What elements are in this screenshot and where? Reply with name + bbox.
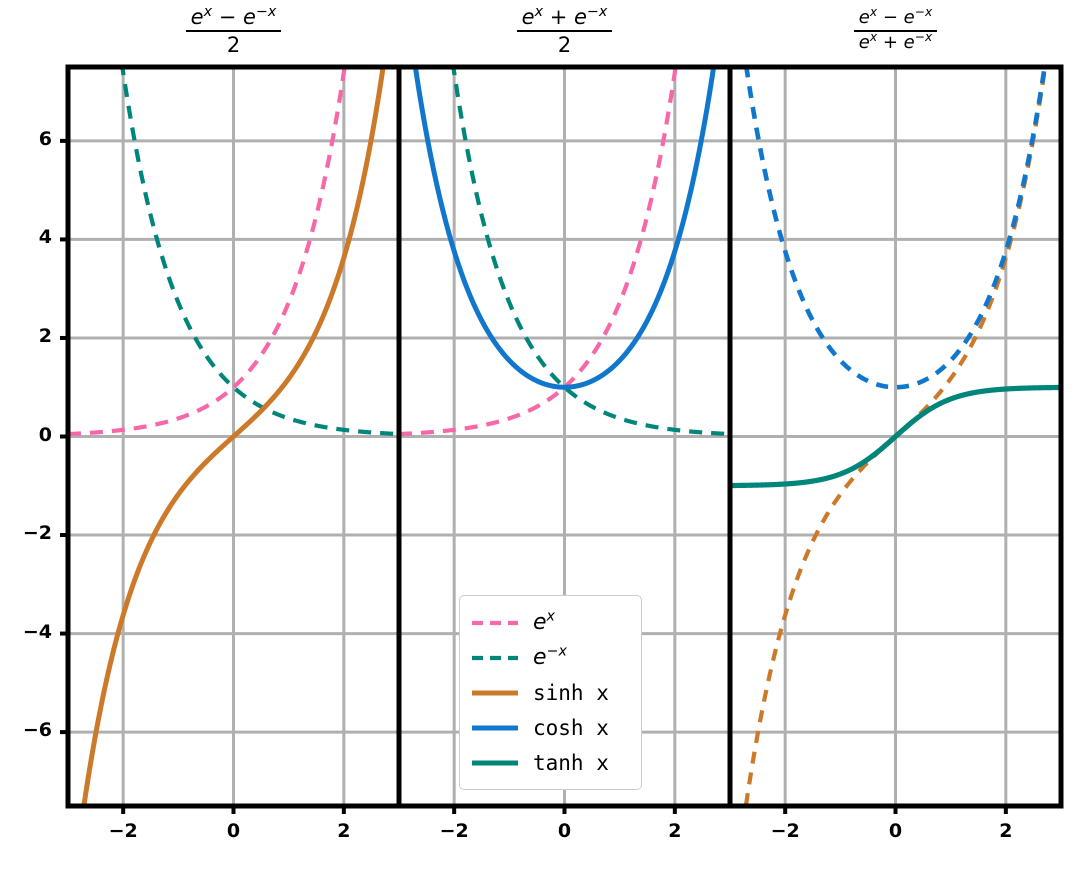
legend-line-sample-icon	[471, 720, 519, 736]
fraction-expression: ex − e−x 2	[185, 5, 282, 56]
xtick-label: 2	[668, 820, 682, 842]
curve-tanh	[730, 384, 1061, 489]
legend-label: cosh x	[533, 715, 609, 740]
xtick-label: −2	[108, 820, 138, 842]
legend-entry[interactable]: ex	[471, 605, 627, 640]
tick-marks	[60, 138, 1008, 814]
legend-entry[interactable]: cosh x	[471, 710, 627, 745]
panel-title-sinh-panel: ex − e−x 2	[68, 0, 399, 62]
ytick-label: 2	[38, 324, 52, 347]
legend-entry[interactable]: sinh x	[471, 675, 627, 710]
ytick-label: −2	[22, 522, 52, 545]
legend-line-sample-icon	[471, 650, 519, 666]
legend-entry[interactable]: e−x	[471, 640, 627, 675]
curve-exp-pos	[68, 67, 347, 437]
panel-title-cosh-panel: ex + e−x 2	[399, 0, 730, 62]
panel-title-tanh-panel: ex − e−x ex + e−x	[730, 0, 1061, 62]
fraction-expression: ex + e−x 2	[516, 5, 613, 56]
ytick-label: 4	[38, 226, 52, 249]
legend-line-sample-icon	[471, 755, 519, 771]
xtick-label: 0	[888, 820, 903, 842]
xtick-label: 0	[557, 820, 572, 842]
xtick-label: −2	[439, 820, 469, 842]
legend-label: e−x	[533, 643, 567, 670]
curve-exp-pos	[399, 67, 678, 437]
ytick-label: −4	[22, 620, 52, 643]
legend-label: sinh x	[533, 680, 609, 705]
legend-line-sample-icon	[471, 615, 519, 631]
xtick-label: 0	[226, 820, 241, 842]
ytick-label: 6	[38, 127, 52, 150]
legend-label: tanh x	[533, 750, 609, 775]
curve-sinh	[81, 67, 386, 806]
curve-exp-neg	[120, 67, 399, 437]
curve-cosh	[412, 67, 717, 390]
curve-cosh	[744, 67, 1047, 390]
legend-label: ex	[533, 608, 556, 635]
legend: ex e−x sinh x cosh x tanh x	[459, 595, 642, 790]
xtick-label: −2	[770, 820, 800, 842]
ytick-label: −6	[22, 719, 52, 742]
legend-entry[interactable]: tanh x	[471, 745, 627, 780]
fraction-expression: ex − e−x ex + e−x	[853, 6, 938, 53]
ytick-label: 0	[38, 423, 52, 446]
legend-line-sample-icon	[471, 685, 519, 701]
xtick-label: 2	[337, 820, 351, 842]
xtick-label: 2	[999, 820, 1013, 842]
curve-exp-neg	[451, 67, 730, 437]
